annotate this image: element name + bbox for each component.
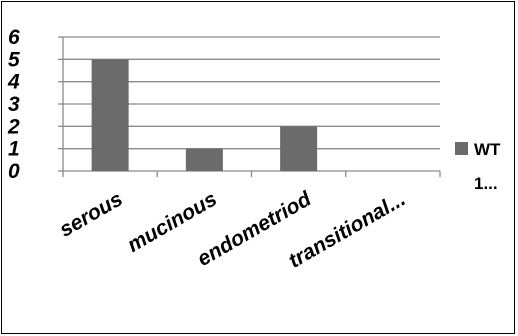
legend-label-line1: WT [474, 140, 501, 159]
bars [91, 59, 318, 172]
legend-swatch-wt1 [455, 142, 468, 155]
x-axis-labels: serousmucinousendometriodtransitional... [55, 187, 409, 273]
y-tick-label: 2 [7, 115, 20, 138]
bar-endometriod [280, 126, 318, 171]
x-category-label: serous [55, 187, 126, 241]
y-tick-label: 4 [7, 71, 20, 94]
y-tick-label: 6 [8, 26, 20, 49]
legend: WT 1... [455, 140, 501, 193]
y-tick-label: 5 [8, 48, 20, 71]
legend-label-line2: 1... [474, 174, 498, 193]
y-tick-label: 0 [8, 160, 20, 183]
bar-serous [91, 59, 129, 172]
y-tick-label: 1 [8, 138, 20, 161]
bar-mucinous [185, 148, 223, 171]
y-tick-label: 3 [8, 93, 20, 116]
